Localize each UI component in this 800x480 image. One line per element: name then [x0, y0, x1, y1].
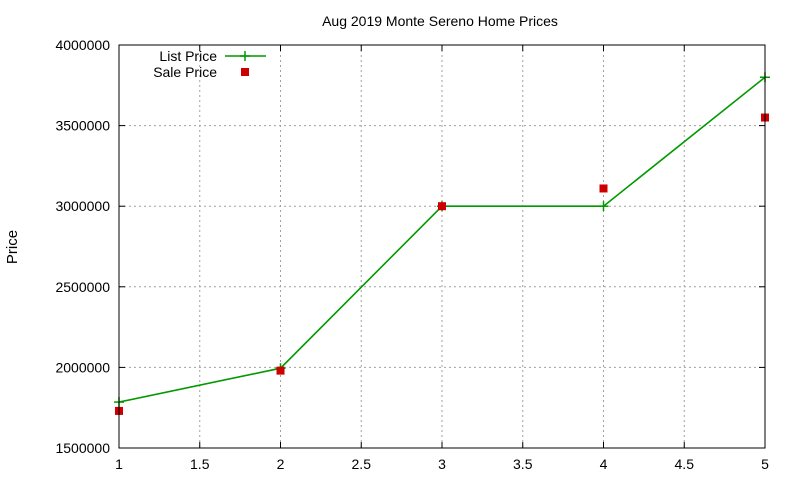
- x-tick-label: 5: [761, 456, 769, 472]
- chart-title: Aug 2019 Monte Sereno Home Prices: [322, 13, 558, 29]
- x-tick-label: 3: [438, 456, 446, 472]
- legend-label: Sale Price: [153, 64, 217, 80]
- legend-label: List Price: [159, 48, 217, 64]
- y-axis-label: Price: [4, 230, 21, 264]
- x-tick-label: 3.5: [513, 456, 533, 472]
- legend-square-marker: [241, 68, 249, 76]
- sale-price-point: [438, 202, 446, 211]
- plot-frame: [118, 44, 766, 449]
- axis-ticks: 1 1.5 2 2.5 3 3.5 4 4.5 5 1500000 2000000 2500000 30…: [55, 37, 769, 472]
- x-tick-label: 2.5: [352, 456, 372, 472]
- x-tick-label: 4.5: [675, 456, 695, 472]
- y-tick-label: 1500000: [55, 440, 110, 456]
- x-tick-label: 4: [600, 456, 608, 472]
- list-price-point: [598, 201, 609, 212]
- grid-lines: [119, 45, 765, 448]
- sale-price-point: [599, 184, 608, 193]
- legend-plus-marker: [240, 51, 250, 61]
- y-tick-label: 2000000: [55, 359, 110, 375]
- plot-series: [114, 72, 770, 415]
- y-tick-label: 2500000: [55, 279, 110, 295]
- x-tick-label: 1.5: [190, 456, 210, 472]
- y-tick-label: 3500000: [55, 118, 110, 134]
- sale-price-point: [276, 366, 285, 375]
- y-tick-label: 3000000: [55, 198, 110, 214]
- x-tick-label: 1: [115, 456, 123, 472]
- y-tick-label: 4000000: [55, 37, 110, 53]
- x-tick-label: 2: [277, 456, 285, 472]
